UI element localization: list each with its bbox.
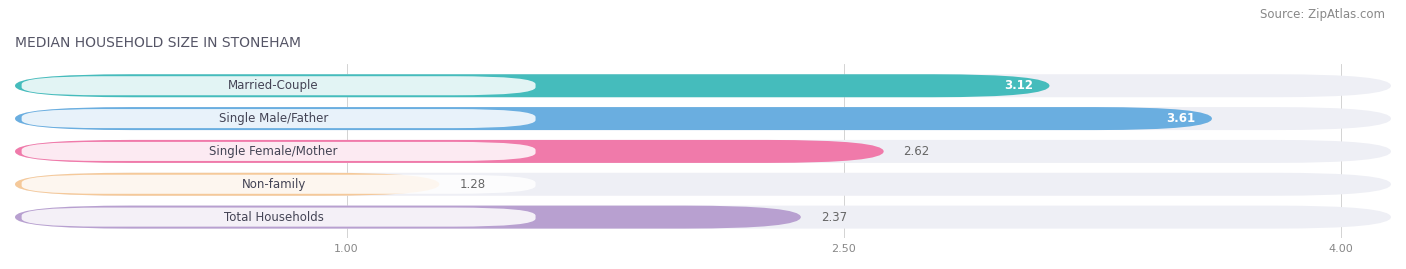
Text: 3.12: 3.12 [1004,79,1033,92]
FancyBboxPatch shape [21,76,536,95]
FancyBboxPatch shape [21,208,536,226]
Text: 3.61: 3.61 [1166,112,1195,125]
Text: Married-Couple: Married-Couple [228,79,319,92]
FancyBboxPatch shape [15,74,1391,97]
FancyBboxPatch shape [15,206,1391,229]
Text: Single Female/Mother: Single Female/Mother [209,145,337,158]
Text: Source: ZipAtlas.com: Source: ZipAtlas.com [1260,8,1385,21]
FancyBboxPatch shape [15,173,1391,196]
FancyBboxPatch shape [15,107,1212,130]
FancyBboxPatch shape [15,107,1391,130]
Text: Single Male/Father: Single Male/Father [219,112,329,125]
Text: 1.28: 1.28 [460,178,485,191]
FancyBboxPatch shape [15,74,1049,97]
FancyBboxPatch shape [15,140,1391,163]
FancyBboxPatch shape [21,109,536,128]
FancyBboxPatch shape [15,173,440,196]
Text: MEDIAN HOUSEHOLD SIZE IN STONEHAM: MEDIAN HOUSEHOLD SIZE IN STONEHAM [15,37,301,51]
FancyBboxPatch shape [15,140,884,163]
Text: Total Households: Total Households [224,211,323,224]
FancyBboxPatch shape [21,142,536,161]
Text: Non-family: Non-family [242,178,307,191]
Text: 2.62: 2.62 [904,145,929,158]
Text: 2.37: 2.37 [821,211,846,224]
FancyBboxPatch shape [15,206,801,229]
FancyBboxPatch shape [21,175,536,194]
